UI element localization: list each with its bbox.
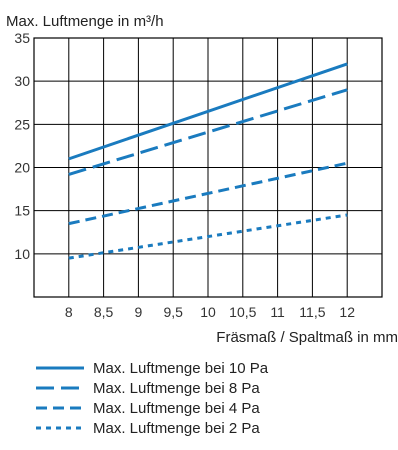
x-tick-label: 10,5 — [229, 304, 256, 320]
series-line-0 — [68, 62, 348, 161]
x-tick-label: 9 — [135, 304, 143, 320]
tick-labels: 10 15 20 25 30 35 8 8,5 9 9,5 10 10,5 11 11,5 12 — [14, 30, 355, 320]
x-tick-label: 11 — [270, 304, 285, 320]
legend: Max. Luftmenge bei 10 Pa Max. Luftmenge b… — [36, 360, 269, 437]
series-line-1 — [68, 88, 348, 176]
series-lines — [68, 62, 348, 260]
y-tick-label: 10 — [14, 246, 30, 262]
legend-label-3: Max. Luftmenge bei 2 Pa — [93, 420, 260, 437]
x-tick-label: 8 — [65, 304, 73, 320]
series-line-2 — [68, 161, 348, 226]
grid — [33, 37, 383, 298]
y-tick-label: 25 — [14, 116, 30, 132]
plot-frame — [33, 37, 383, 298]
y-tick-label: 20 — [14, 160, 30, 176]
y-tick-label: 15 — [14, 203, 30, 219]
x-tick-label: 12 — [339, 304, 355, 320]
y-axis-title: Max. Luftmenge in m³/h — [6, 13, 164, 30]
y-tick-label: 35 — [14, 30, 30, 46]
x-tick-label: 8,5 — [94, 304, 114, 320]
x-tick-label: 9,5 — [163, 304, 183, 320]
x-axis-title: Fräsmaß / Spaltmaß in mm — [216, 329, 398, 346]
legend-label-1: Max. Luftmenge bei 8 Pa — [93, 380, 260, 397]
series-line-3 — [68, 213, 348, 260]
legend-label-0: Max. Luftmenge bei 10 Pa — [93, 360, 269, 377]
x-tick-label: 11,5 — [299, 304, 325, 320]
legend-label-2: Max. Luftmenge bei 4 Pa — [93, 400, 260, 417]
x-tick-label: 10 — [200, 304, 216, 320]
y-tick-label: 30 — [14, 73, 30, 89]
